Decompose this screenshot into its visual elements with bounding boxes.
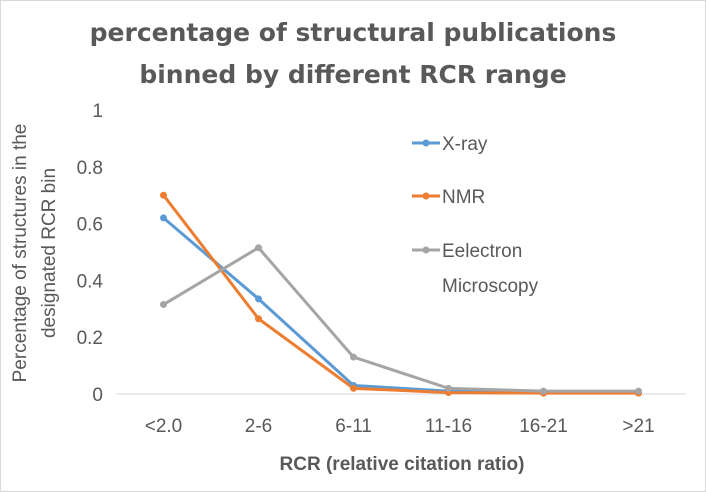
chart-title-line-2: binned by different RCR range — [139, 60, 566, 89]
legend-label: Eelectron — [442, 241, 522, 262]
x-tick-label: 2-6 — [245, 416, 272, 437]
x-tick-label: 16-21 — [519, 416, 568, 437]
x-tick-label: >21 — [622, 416, 654, 437]
legend-marker-1 — [422, 139, 430, 147]
series-line-2 — [162, 194, 639, 395]
y-tick-label: 0.4 — [77, 271, 104, 292]
legend-marker-2 — [422, 192, 430, 200]
chart-title-line-1: percentage of structural publications — [90, 18, 617, 47]
y-tick-label: 0.8 — [77, 158, 103, 179]
x-tick-label: 6-11 — [335, 416, 372, 437]
data-point — [160, 191, 167, 199]
y-tick-label: 0.6 — [77, 215, 103, 236]
y-axis-label-line-2: designated RCR bin — [39, 168, 60, 338]
data-point — [350, 353, 357, 361]
legend-marker-3 — [422, 246, 430, 254]
data-point — [255, 244, 262, 252]
legend-label: Microscopy — [442, 276, 539, 297]
data-point — [540, 387, 547, 395]
series-line-3 — [162, 246, 639, 393]
x-tick-label: <2.0 — [145, 416, 183, 437]
y-tick-label: 0 — [92, 385, 103, 406]
data-point — [445, 384, 452, 392]
data-point — [160, 301, 167, 309]
x-tick-label: 11-16 — [425, 416, 472, 437]
data-point — [635, 387, 642, 395]
data-point — [255, 315, 262, 323]
y-tick-label: 1 — [92, 101, 103, 122]
legend-label: X-ray — [442, 134, 488, 155]
legend-label: NMR — [442, 187, 485, 208]
y-tick-label: 0.2 — [77, 328, 103, 349]
data-point — [255, 295, 262, 303]
x-axis-label: RCR (relative citation ratio) — [280, 454, 525, 475]
data-point — [160, 214, 167, 222]
data-point — [350, 384, 357, 392]
y-axis-label-line-1: Percentage of structures in the — [10, 124, 31, 383]
series-line-1 — [162, 216, 639, 395]
